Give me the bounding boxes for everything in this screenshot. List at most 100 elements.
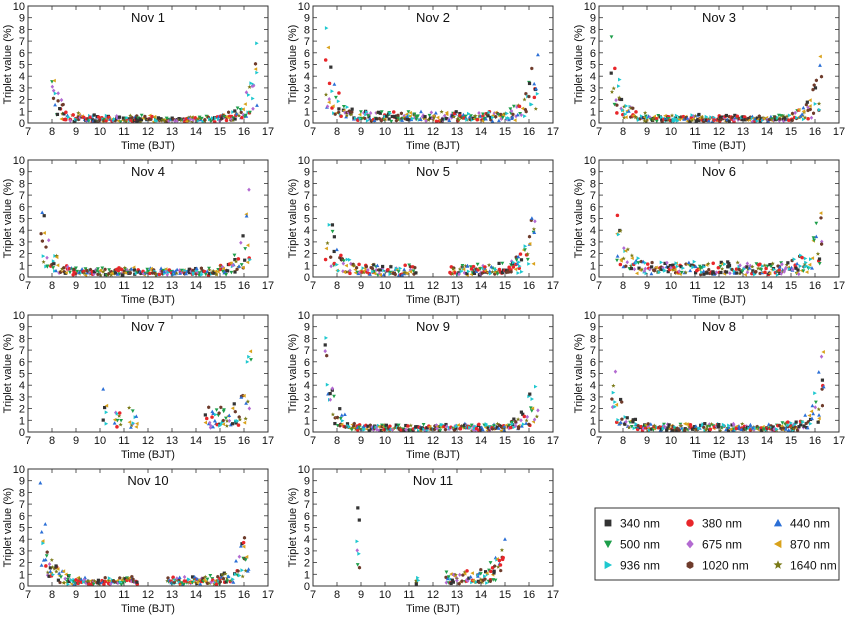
data-point [815,251,821,256]
data-point [135,120,139,123]
y-tick-label: 6 [19,202,25,214]
data-point [134,271,139,276]
data-point [388,272,392,277]
data-point [524,109,528,114]
data-point [700,270,704,275]
data-point [465,118,469,122]
data-point [332,235,336,239]
y-tick-label: 10 [13,310,25,322]
data-point [727,119,731,123]
data-point [47,238,51,243]
data-point [219,573,224,577]
data-point [113,580,117,584]
data-point [194,576,199,581]
data-point [663,113,667,118]
data-point [504,268,509,272]
y-tick-label: 6 [590,202,596,214]
y-tick-label: 7 [304,190,310,202]
data-point [811,87,815,92]
data-point [518,252,523,256]
data-point [403,263,407,268]
data-point [378,268,382,272]
data-point [385,114,389,118]
data-point [533,106,538,111]
data-point [624,264,628,269]
data-point [781,118,786,123]
data-point [529,102,533,107]
data-point [497,558,502,563]
data-point [220,264,225,269]
data-point [444,575,448,580]
data-point [750,119,755,123]
y-axis-title: Triplet value (%) [2,179,14,259]
data-point [716,425,721,429]
x-tick-label: 8 [49,126,55,138]
data-point [64,572,68,577]
data-point [38,480,43,485]
data-point [255,103,259,107]
data-point [348,271,352,276]
data-point [336,268,341,273]
data-point [759,116,763,120]
y-tick-label: 8 [19,487,25,499]
data-point [643,119,649,123]
y-tick-label: 6 [590,48,596,60]
y-tick-label: 0 [304,118,310,130]
data-point [786,420,790,424]
data-point [231,110,235,114]
legend-box [594,507,840,581]
data-point [460,579,464,583]
data-point [435,426,439,431]
x-tick-label: 12 [713,126,725,138]
data-point [211,116,215,121]
data-point [336,99,341,104]
data-point [820,378,825,382]
y-tick-label: 9 [304,322,310,334]
data-point [330,89,334,94]
y-tick-label: 8 [590,24,596,36]
data-point [339,422,344,427]
data-point [690,113,694,118]
data-point [530,406,535,411]
x-tick-label: 7 [25,435,31,447]
y-tick-label: 10 [13,1,25,13]
data-point [149,266,153,271]
data-point [754,269,758,274]
y-tick-label: 0 [590,118,596,130]
data-point [221,418,225,423]
data-point [817,257,822,261]
data-point [137,119,141,123]
data-point [199,116,204,121]
data-point [76,110,81,115]
data-point [772,427,777,432]
y-tick-label: 3 [19,392,25,404]
data-point [650,265,654,269]
data-point [230,406,235,411]
data-point [408,110,412,115]
data-point [203,413,207,417]
data-point [235,418,240,423]
data-point [803,256,808,261]
data-point [214,412,218,417]
data-point [817,413,821,417]
data-point [87,582,91,586]
x-tick-label: 11 [118,435,129,447]
data-point [513,423,518,428]
data-point [330,412,335,417]
data-point [367,429,371,432]
data-point [76,579,81,583]
data-point [213,578,217,583]
data-point [325,240,330,245]
panel-title: Nov 3 [702,10,736,25]
data-point [621,264,626,269]
y-tick-label: 3 [304,83,310,95]
y-tick-label: 2 [304,404,310,416]
data-point [510,421,514,425]
legend-label: 340 nm [620,517,660,531]
data-point [720,262,724,266]
data-point [51,572,55,577]
y-tick-label: 9 [19,476,25,488]
data-point [217,411,221,415]
